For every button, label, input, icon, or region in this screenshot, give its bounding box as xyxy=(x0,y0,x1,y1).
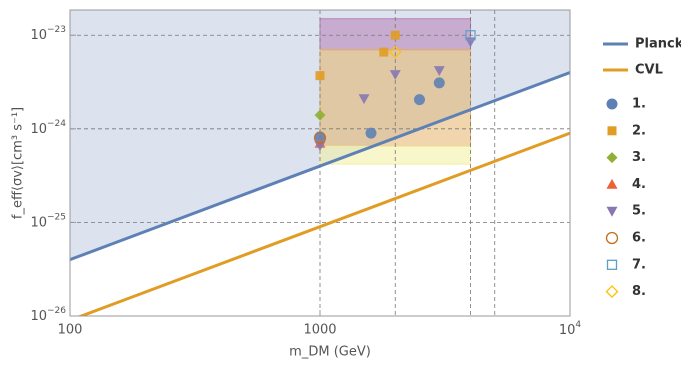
tick-exponent: −24 xyxy=(47,118,66,128)
marker xyxy=(465,30,476,41)
marker xyxy=(413,94,425,106)
x-axis-label: m_DM (GeV) xyxy=(289,345,371,360)
marker xyxy=(389,70,401,81)
legend-label: 4. xyxy=(632,177,646,192)
legend-label: 7. xyxy=(632,257,646,272)
tick-exponent: −26 xyxy=(47,306,66,316)
legend-marker xyxy=(606,259,618,270)
legend-marker xyxy=(607,126,617,136)
legend-marker xyxy=(606,98,618,110)
tick-base: 10 xyxy=(559,323,576,338)
legend-label: 1. xyxy=(632,97,646,112)
y-tick-label: 10−26 xyxy=(30,306,66,324)
tick-base: 10 xyxy=(30,28,47,43)
legend-marker xyxy=(606,178,618,189)
marker xyxy=(314,141,326,152)
tick-exponent: 4 xyxy=(575,320,581,330)
tick-base: 10 xyxy=(30,215,47,230)
y-tick-label: 10−23 xyxy=(30,25,66,43)
legend-marker xyxy=(606,152,618,164)
y-axis-label: f_eff⟨σv⟩[cm³ s⁻¹] xyxy=(11,107,26,219)
marker xyxy=(433,66,445,76)
y-tick-label: 10−24 xyxy=(30,118,66,136)
x-tick-label: 1000 xyxy=(303,323,336,338)
tick-base: 10 xyxy=(30,309,47,324)
marker xyxy=(313,131,327,145)
legend-marker xyxy=(605,285,619,299)
legend-marker xyxy=(605,231,619,245)
legend-label: 5. xyxy=(632,204,646,219)
legend-label: 3. xyxy=(632,150,646,165)
tick-exponent: −23 xyxy=(47,25,66,35)
legend-label: 6. xyxy=(632,231,646,246)
legend-label: CVL xyxy=(635,63,663,78)
marker xyxy=(390,30,400,40)
marker xyxy=(314,131,326,143)
x-tick-label: 100 xyxy=(58,323,83,338)
region xyxy=(319,145,472,165)
tick-exponent: −25 xyxy=(47,212,66,222)
y-tick-label: 10−25 xyxy=(30,212,66,230)
marker xyxy=(379,47,389,57)
marker xyxy=(388,45,402,59)
legend-label: Planck xyxy=(635,37,681,52)
line xyxy=(77,131,570,316)
line xyxy=(70,71,570,262)
legend-label: 8. xyxy=(632,284,646,299)
tick-base: 10 xyxy=(30,121,47,136)
marker xyxy=(315,71,325,81)
marker xyxy=(365,127,377,139)
legend-marker xyxy=(606,206,618,217)
marker xyxy=(314,109,326,121)
marker xyxy=(433,77,445,89)
legend-label: 2. xyxy=(632,123,646,138)
x-tick-label: 104 xyxy=(559,320,582,338)
marker xyxy=(358,94,370,105)
